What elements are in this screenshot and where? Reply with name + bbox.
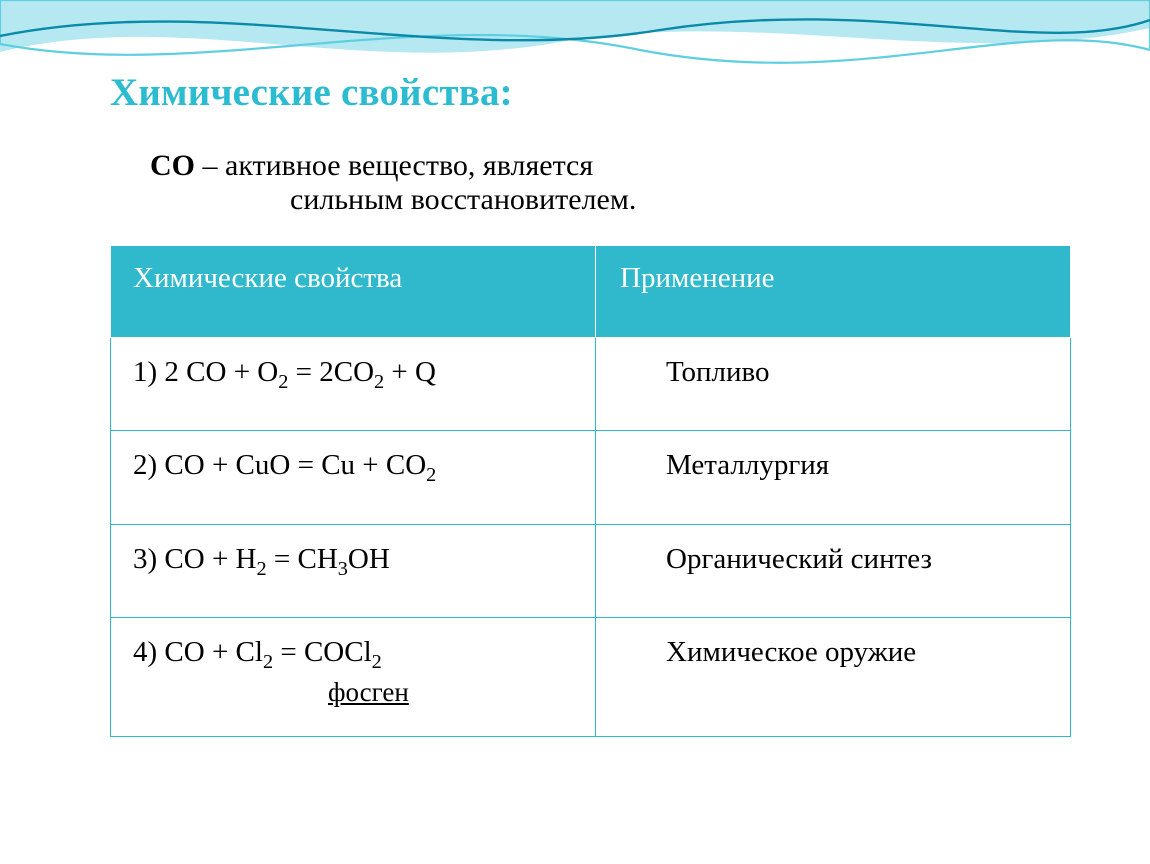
header-application: Применение [596, 246, 1071, 338]
application-cell: Органический синтез [596, 524, 1071, 617]
intro-line-1: CO – активное вещество, является [150, 149, 1060, 183]
reaction-cell: 4) CO + Cl2 = COCl2 фосген [111, 617, 596, 736]
reaction-cell: 3) CO + H2 = CH3OH [111, 524, 596, 617]
intro-line-2: сильным восстановителем. [290, 183, 1060, 217]
table-row: 3) CO + H2 = CH3OH Органический синтез [111, 524, 1071, 617]
table-row: 4) CO + Cl2 = COCl2 фосген Химическое ор… [111, 617, 1071, 736]
intro-co-bold: CO [150, 149, 195, 182]
reaction-cell: 1) 2 CO + O2 = 2CO2 + Q [111, 338, 596, 431]
reaction-cell: 2) CO + CuO = Cu + CO2 [111, 431, 596, 524]
properties-table: Химические свойства Применение 1) 2 CO +… [110, 245, 1071, 737]
slide-content: Химические свойства: CO – активное вещес… [0, 0, 1150, 777]
phosgene-label: фосген [328, 677, 409, 707]
application-cell: Химическое оружие [596, 617, 1071, 736]
header-properties: Химические свойства [111, 246, 596, 338]
application-cell: Металлургия [596, 431, 1071, 524]
slide-title: Химические свойства: [110, 70, 1060, 115]
phosgene-label-wrap: фосген [133, 676, 583, 710]
application-cell: Топливо [596, 338, 1071, 431]
table-row: 1) 2 CO + O2 = 2CO2 + Q Топливо [111, 338, 1071, 431]
table-header-row: Химические свойства Применение [111, 246, 1071, 338]
intro-rest-1: – активное вещество, является [195, 149, 593, 182]
reaction-text: 4) CO + Cl2 = COCl2 [133, 636, 382, 668]
table-row: 2) CO + CuO = Cu + CO2 Металлургия [111, 431, 1071, 524]
